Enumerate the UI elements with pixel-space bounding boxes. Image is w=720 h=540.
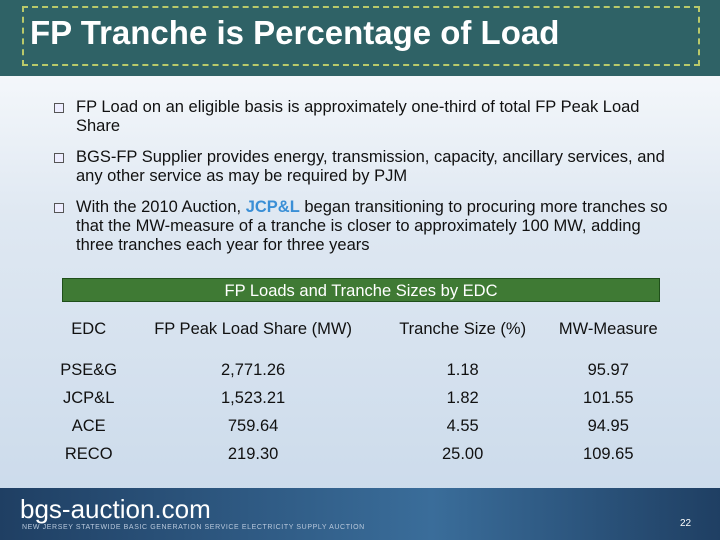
table: EDC FP Peak Load Share (MW) Tranche Size (… (52, 302, 672, 468)
table-cell: 94.95 (587, 416, 629, 435)
bullet-text: FP Load on an eligible basis is approxim… (76, 98, 640, 135)
footer: bgs-auction.com NEW JERSEY STATEWIDE BAS… (0, 488, 720, 540)
table-cell: PSE&G (60, 360, 118, 379)
tagline: NEW JERSEY STATEWIDE BASIC GENERATION SE… (22, 524, 365, 531)
table-cell: 109.65 (583, 444, 634, 463)
bullet: BGS-FP Supplier provides energy, transmi… (52, 148, 672, 186)
bullet-text: JCP&L (245, 198, 300, 216)
table-cell: 759.64 (227, 416, 279, 435)
bullet: FP Load on an eligible basis is approxim… (52, 98, 672, 136)
header-row: EDC FP Peak Load Share (MW) Tranche Size (… (52, 302, 672, 356)
header-frame (22, 6, 700, 66)
table-row: JCP&L 1,523.21 1.82 101.55 (52, 384, 672, 412)
table-cell: 4.55 (446, 416, 479, 435)
table-cell: 95.97 (587, 360, 629, 379)
title: FP Tranche is Percentage of Load (30, 14, 560, 51)
column-header: MW-Measure (558, 319, 658, 338)
bullet-text: began transitioning to procuring more tr… (76, 198, 668, 254)
table-cell: 1,523.21 (220, 388, 286, 407)
table-cell: 1.82 (446, 388, 479, 407)
table-cell: RECO (64, 444, 113, 463)
bullet: With the 2010 Auction, JCP&L began trans… (52, 198, 672, 255)
table-cell: 2,771.26 (220, 360, 286, 379)
table-cell: 1.18 (446, 360, 479, 379)
table-cell: 219.30 (227, 444, 279, 463)
table-row: RECO 219.30 25.00 109.65 (52, 440, 672, 468)
bullet-list: FP Load on an eligible basis is approxim… (52, 98, 672, 267)
header: FP Tranche is Percentage of Load (0, 0, 720, 76)
column-header: EDC (71, 319, 107, 338)
logo: bgs-auction.com (20, 494, 211, 524)
page-number: 22 (680, 518, 692, 529)
table-cell: 25.00 (442, 444, 484, 463)
table-cell: 101.55 (583, 388, 634, 407)
column-header: FP Peak Load Share (MW) (154, 319, 352, 338)
bullet-text: With the 2010 Auction, (76, 198, 246, 216)
table-title: FP Loads and Tranche Sizes by EDC (62, 278, 660, 302)
table-row: ACE 759.64 4.55 94.95 (52, 412, 672, 440)
table-cell: ACE (71, 416, 106, 435)
bullet-text: BGS-FP Supplier provides energy, transmi… (76, 148, 665, 185)
column-header: Tranche Size (%) (399, 319, 527, 338)
table-cell: JCP&L (63, 388, 115, 407)
table-row: PSE&G 2,771.26 1.18 95.97 (52, 356, 672, 384)
